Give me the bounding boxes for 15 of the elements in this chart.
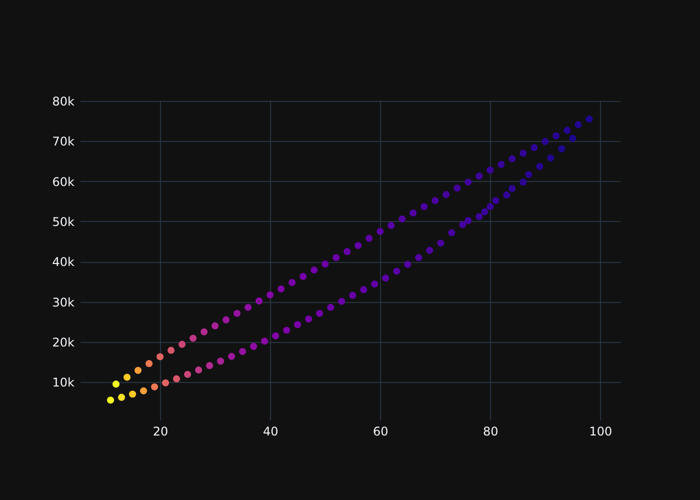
y-tick-label: 60k <box>52 174 75 189</box>
x-tick-label: 80 <box>483 424 498 438</box>
y-tick-label: 70k <box>52 134 75 149</box>
y-tick-label: 10k <box>52 376 75 390</box>
x-tick-label: 60 <box>372 424 388 438</box>
x-tick-label: 40 <box>262 424 278 438</box>
point <box>118 394 126 401</box>
y-tick-label: 20k <box>52 335 75 350</box>
x-tick-label: 20 <box>152 424 168 438</box>
y-tick-label: 30k <box>52 295 75 310</box>
y-tick-label: 40k <box>52 255 75 270</box>
x-tick-label: 100 <box>589 424 612 438</box>
point <box>569 134 576 142</box>
y-tick-label: 80k <box>52 94 75 109</box>
y-tick-label: 50k <box>52 214 75 229</box>
